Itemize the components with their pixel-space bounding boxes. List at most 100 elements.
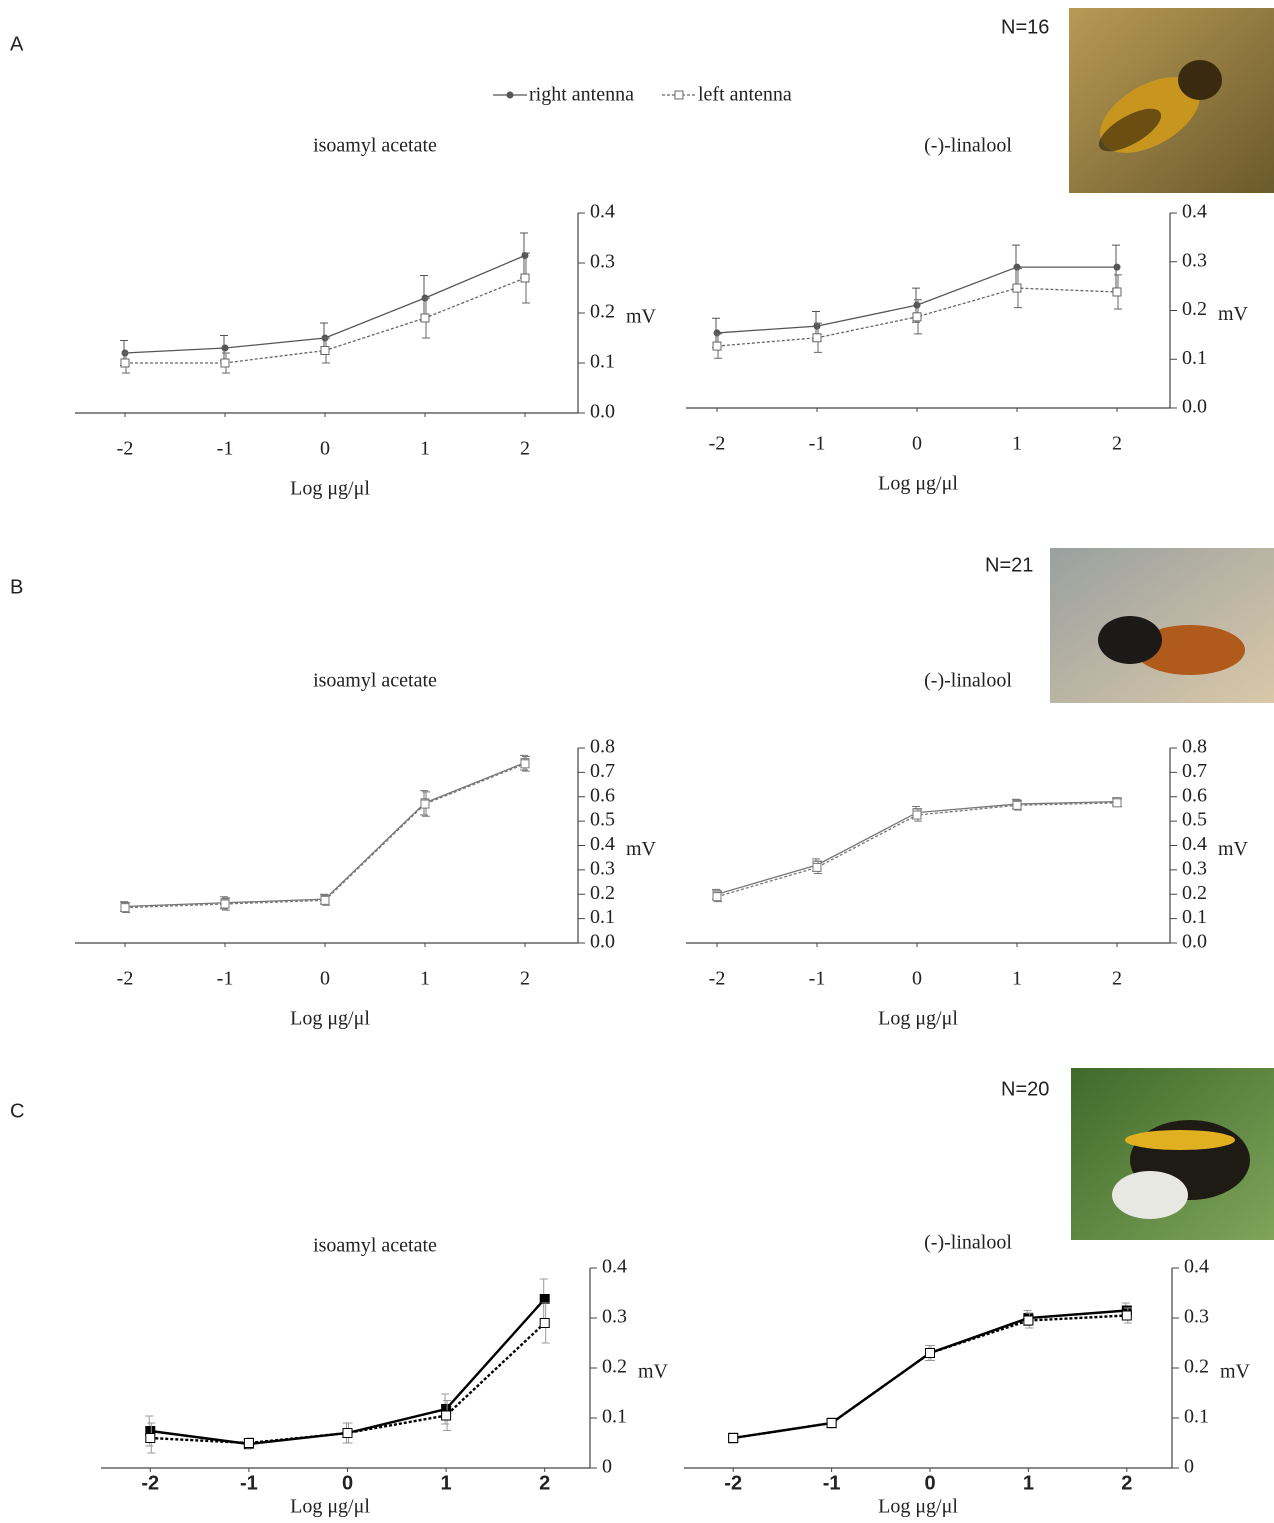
x-tick-label: 1 [1012, 433, 1022, 455]
x-tick-label: 1 [1023, 1472, 1034, 1494]
y-tick-label: 0.4 [1184, 1256, 1209, 1278]
panel-letter: B [10, 576, 23, 598]
y-tick-label: 0.2 [590, 301, 615, 323]
chart-title: isoamyl acetate [313, 135, 437, 157]
y-tick-label: 0.1 [590, 906, 615, 928]
y-tick-label: 0.3 [590, 857, 615, 879]
x-tick-label: -1 [217, 968, 234, 990]
y-tick-label: 0.5 [1182, 809, 1207, 831]
y-tick-label: 0.7 [1182, 760, 1207, 782]
point [520, 273, 530, 283]
x-tick-label: -1 [823, 1472, 841, 1494]
y-tick-label: 0.6 [590, 784, 615, 806]
x-axis-label: Log μg/μl [878, 1008, 958, 1030]
y-axis-label: mV [638, 1361, 669, 1383]
point [539, 1294, 550, 1304]
x-axis-label: Log μg/μl [290, 1496, 370, 1518]
x-tick-label: 2 [1121, 1472, 1132, 1494]
point [913, 301, 921, 309]
point [1112, 287, 1122, 297]
point [712, 341, 722, 351]
point [1113, 263, 1121, 271]
point [420, 799, 430, 809]
y-tick-label: 0.7 [590, 760, 615, 782]
x-tick-label: -1 [809, 433, 826, 455]
point [1012, 800, 1022, 810]
x-axis-label: Log μg/μl [878, 473, 958, 495]
y-tick-label: 0.2 [1184, 1356, 1209, 1378]
point [912, 810, 922, 820]
legend-label: left antenna [698, 84, 792, 106]
chart-title: isoamyl acetate [313, 670, 437, 692]
photo-honeybee [1069, 8, 1274, 193]
y-tick-label: 0.3 [1184, 1306, 1209, 1328]
x-tick-label: 1 [441, 1472, 452, 1494]
chart: (-)-linalool 0 0.1 0.2 0.3 0.4 mV -2 -1 0 1 2 Log μg… [684, 1232, 1251, 1518]
legend-label: right antenna [529, 84, 634, 106]
y-tick-label: 0.3 [602, 1306, 627, 1328]
y-tick-label: 0.4 [1182, 201, 1207, 223]
x-tick-label: -1 [217, 438, 234, 460]
legend: right antenna left antenna [493, 84, 792, 106]
x-tick-label: 2 [1112, 433, 1122, 455]
chart-title: (-)-linalool [924, 135, 1012, 157]
y-tick-label: 0.5 [590, 809, 615, 831]
x-axis-label: Log μg/μl [290, 478, 370, 500]
y-tick-label: 0 [1184, 1456, 1194, 1478]
point [441, 1410, 452, 1421]
x-tick-label: 1 [1012, 968, 1022, 990]
y-axis-label: mV [626, 306, 657, 328]
y-tick-label: 0.3 [590, 251, 615, 273]
point [713, 329, 721, 337]
point [320, 346, 330, 355]
point [420, 313, 430, 323]
point [220, 899, 230, 909]
y-axis-label: mV [1220, 1361, 1251, 1383]
panel-letter: C [10, 1100, 24, 1122]
y-tick-label: 0.2 [1182, 298, 1207, 320]
x-tick-label: 0 [924, 1472, 935, 1494]
chart: (-)-linalool 0.0 0.10.2 0.30.40.5 0.60.70.8 m… [686, 670, 1249, 1030]
x-tick-label: 2 [539, 1472, 550, 1494]
chart: isoamyl acetate 0.0 0.1 0.2 0.3 0.4 mV -2 -1 0 1 2 L… [75, 135, 657, 500]
x-tick-label: -1 [809, 968, 826, 990]
point [120, 358, 130, 368]
y-tick-label: 0.4 [602, 1256, 627, 1278]
x-tick-label: 0 [342, 1472, 353, 1494]
x-axis-label: Log μg/μl [290, 1008, 370, 1030]
sample-size: N=21 [985, 554, 1033, 576]
legend-marker [674, 90, 684, 100]
y-tick-label: 0.4 [1182, 833, 1207, 855]
y-tick-label: 0.4 [590, 201, 615, 223]
y-tick-label: 0.1 [1182, 347, 1207, 369]
point [813, 322, 821, 330]
point [1112, 798, 1122, 808]
point [912, 312, 922, 322]
y-tick-label: 0 [602, 1456, 612, 1478]
y-axis-label: mV [1218, 303, 1249, 325]
point [539, 1318, 550, 1328]
y-tick-label: 0.6 [1182, 784, 1207, 806]
x-tick-label: 0 [320, 968, 330, 990]
x-tick-label: -2 [117, 438, 134, 460]
series-line [733, 1309, 1127, 1440]
point [320, 895, 330, 905]
y-tick-label: 0.3 [1182, 857, 1207, 879]
y-tick-label: 0.3 [1182, 249, 1207, 271]
x-tick-label: -2 [709, 968, 726, 990]
chart-title: (-)-linalool [924, 670, 1012, 692]
point [812, 333, 822, 343]
sample-size: N=20 [1001, 1078, 1049, 1100]
y-tick-label: 0.2 [590, 882, 615, 904]
y-tick-label: 0.8 [590, 736, 615, 758]
y-tick-label: 0.0 [590, 931, 615, 953]
y-tick-label: 0.8 [1182, 736, 1207, 758]
series-line [733, 1314, 1127, 1440]
chart: isoamyl acetate 0 0.1 0.2 0.3 0.4 mV -2 -1 0 1 2 Log… [101, 1235, 669, 1518]
photo-bumblebee [1071, 1068, 1274, 1240]
y-tick-label: 0.0 [1182, 396, 1207, 418]
point [826, 1418, 837, 1428]
y-tick-label: 0.4 [590, 833, 615, 855]
point [712, 892, 722, 902]
chart: (-)-linalool 0.0 0.1 0.2 0.3 0.4 mV -2 -1 0 1 2 Log … [686, 135, 1249, 495]
